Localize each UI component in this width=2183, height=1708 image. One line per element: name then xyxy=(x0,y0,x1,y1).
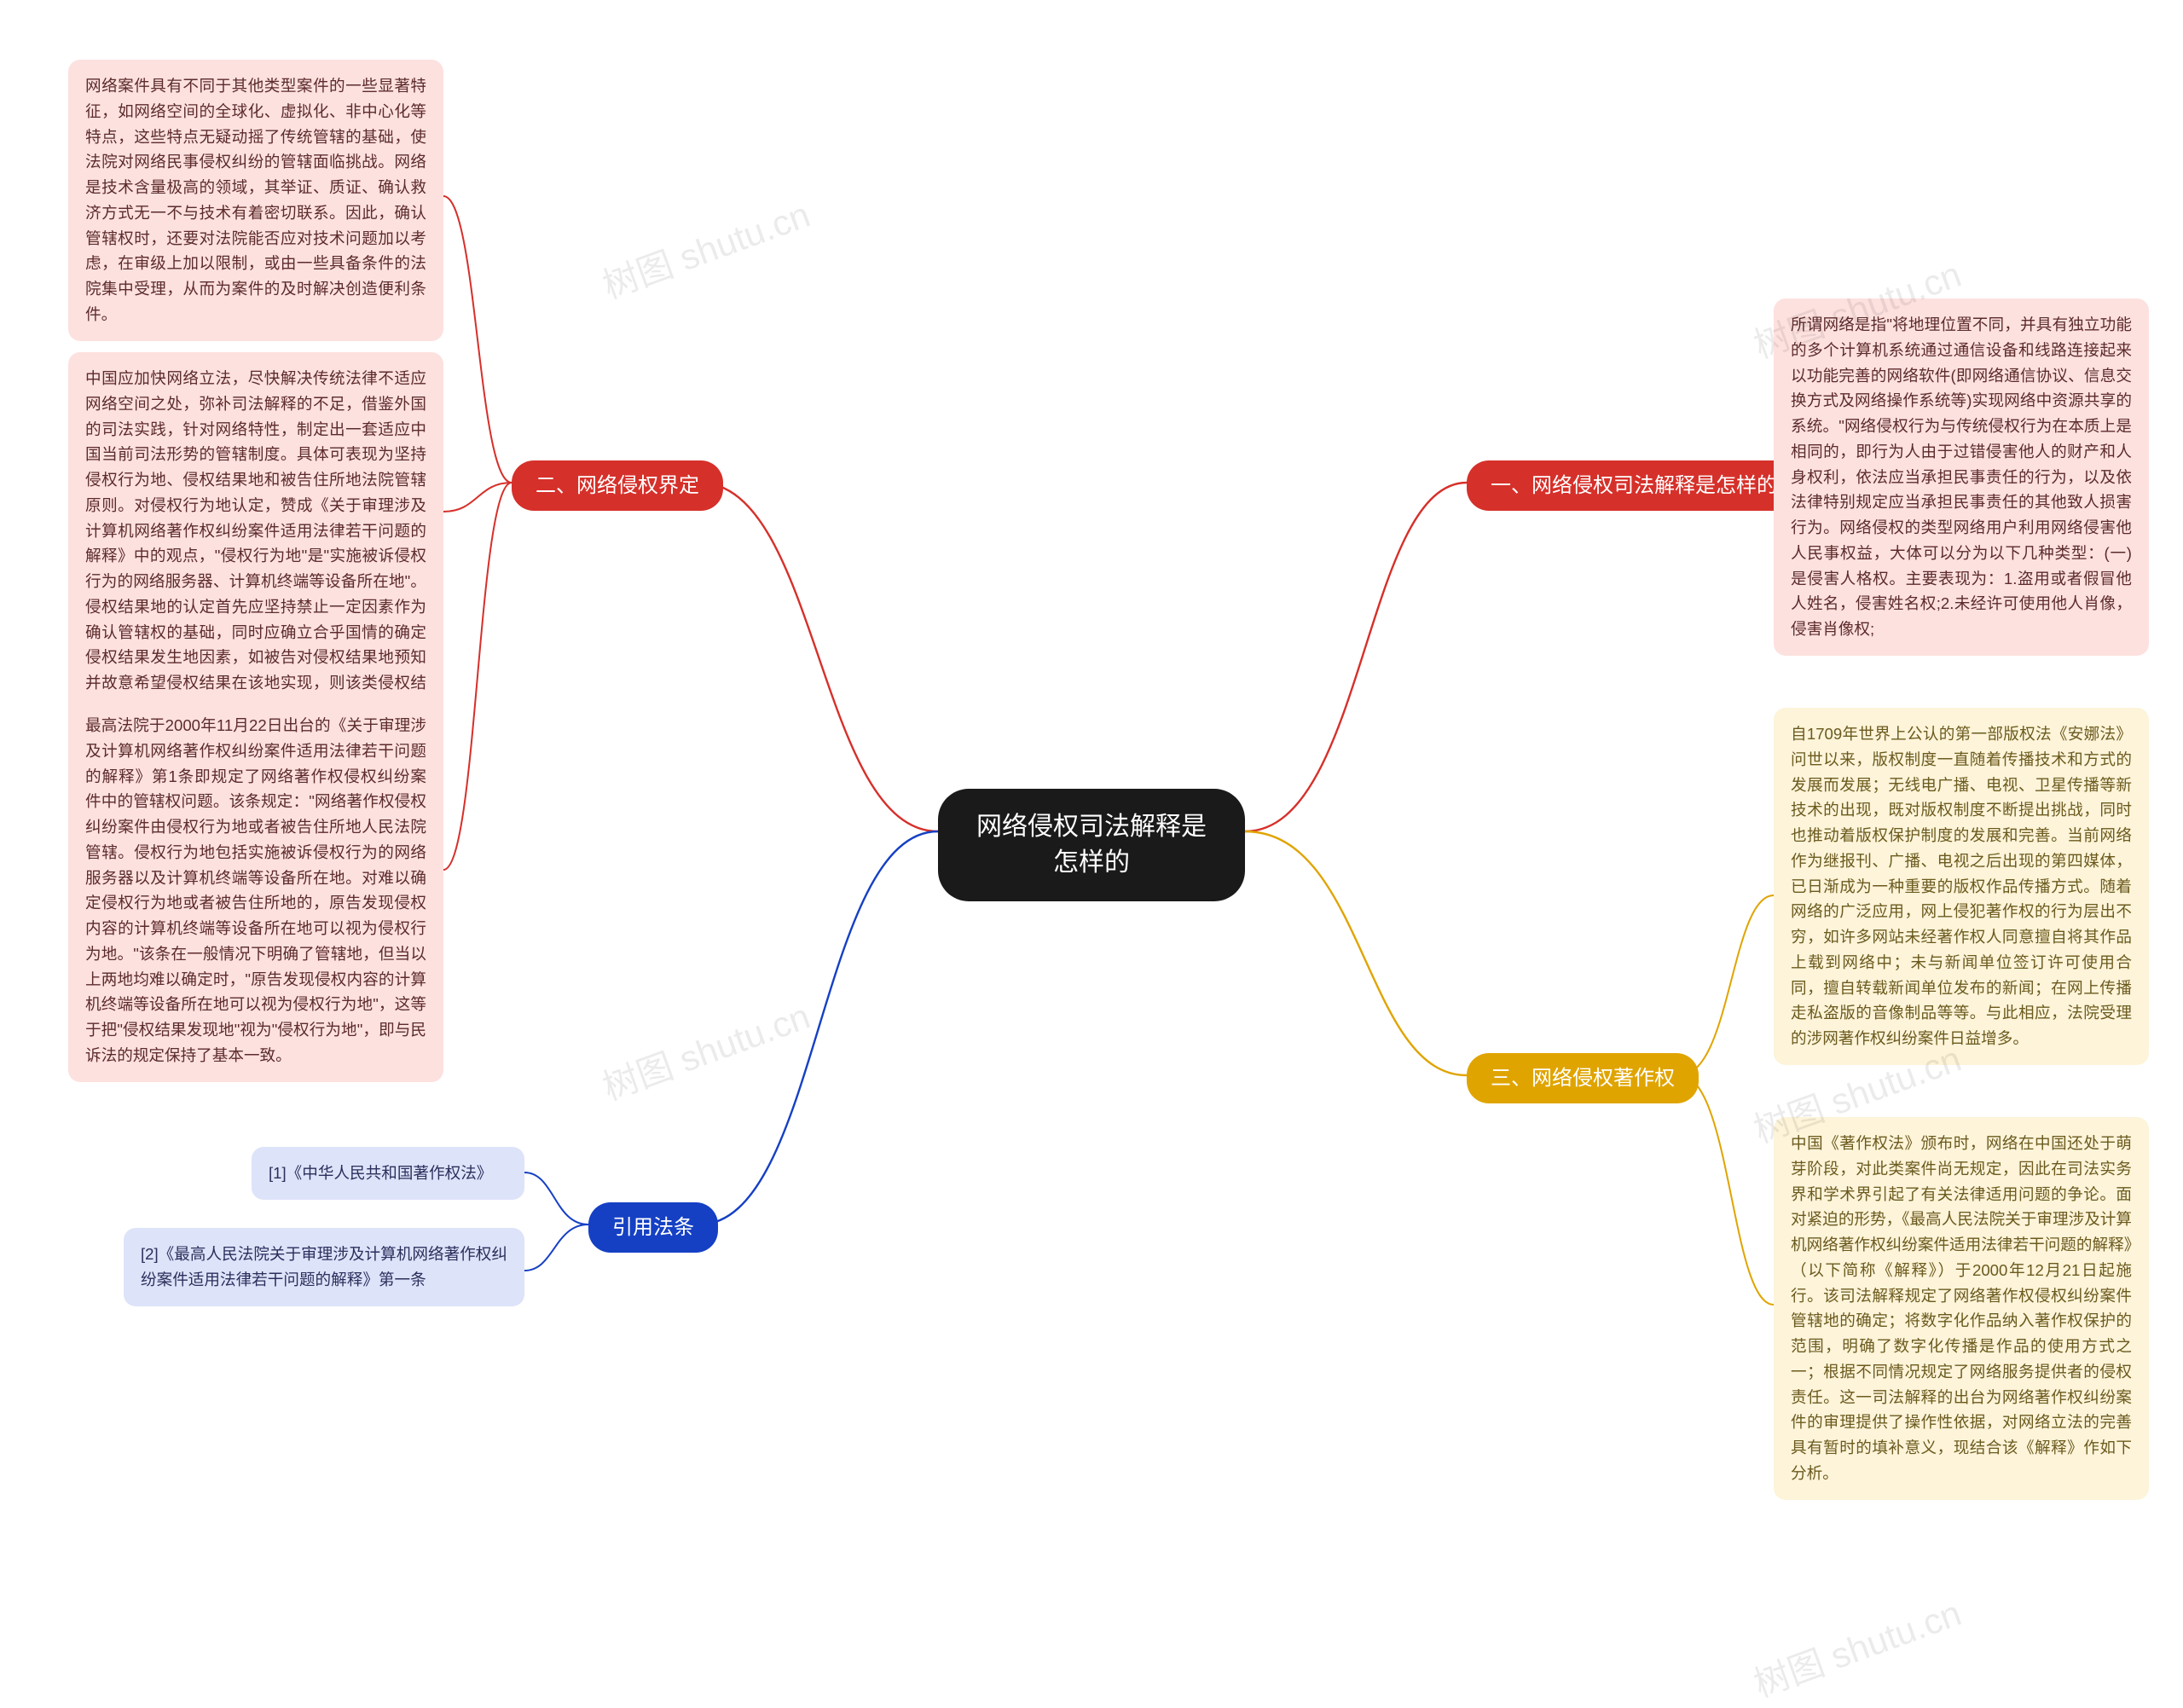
leaf-b2-0: 网络案件具有不同于其他类型案件的一些显著特征，如网络空间的全球化、虚拟化、非中心… xyxy=(68,60,443,341)
watermark: 树图 shutu.cn xyxy=(594,987,816,1110)
branch-b3: 三、网络侵权著作权 xyxy=(1467,1053,1699,1103)
branch-b4: 引用法条 xyxy=(588,1202,718,1253)
leaf-b1-0: 所谓网络是指"将地理位置不同，并具有独立功能的多个计算机系统通过通信设备和线路连… xyxy=(1774,298,2149,656)
leaf-b4-0: [1]《中华人民共和国著作权法》 xyxy=(252,1147,524,1200)
branch-b2: 二、网络侵权界定 xyxy=(512,460,723,511)
leaf-b3-1: 中国《著作权法》颁布时，网络在中国还处于萌芽阶段，对此类案件尚无规定，因此在司法… xyxy=(1774,1117,2149,1500)
leaf-b2-1: 中国应加快网络立法，尽快解决传统法律不适应网络空间之处，弥补司法解释的不足，借鉴… xyxy=(68,352,443,735)
center-node: 网络侵权司法解释是怎样的 xyxy=(938,789,1245,901)
leaf-b2-2: 最高法院于2000年11月22日出台的《关于审理涉及计算机网络著作权纠纷案件适用… xyxy=(68,699,443,1082)
watermark: 树图 shutu.cn xyxy=(1746,1584,1967,1707)
watermark: 树图 shutu.cn xyxy=(594,186,816,309)
leaf-b3-0: 自1709年世界上公认的第一部版权法《安娜法》问世以来，版权制度一直随着传播技术… xyxy=(1774,708,2149,1065)
branch-b1: 一、网络侵权司法解释是怎样的 xyxy=(1467,460,1801,511)
leaf-b4-1: [2]《最高人民法院关于审理涉及计算机网络著作权纠纷案件适用法律若干问题的解释》… xyxy=(124,1228,524,1306)
